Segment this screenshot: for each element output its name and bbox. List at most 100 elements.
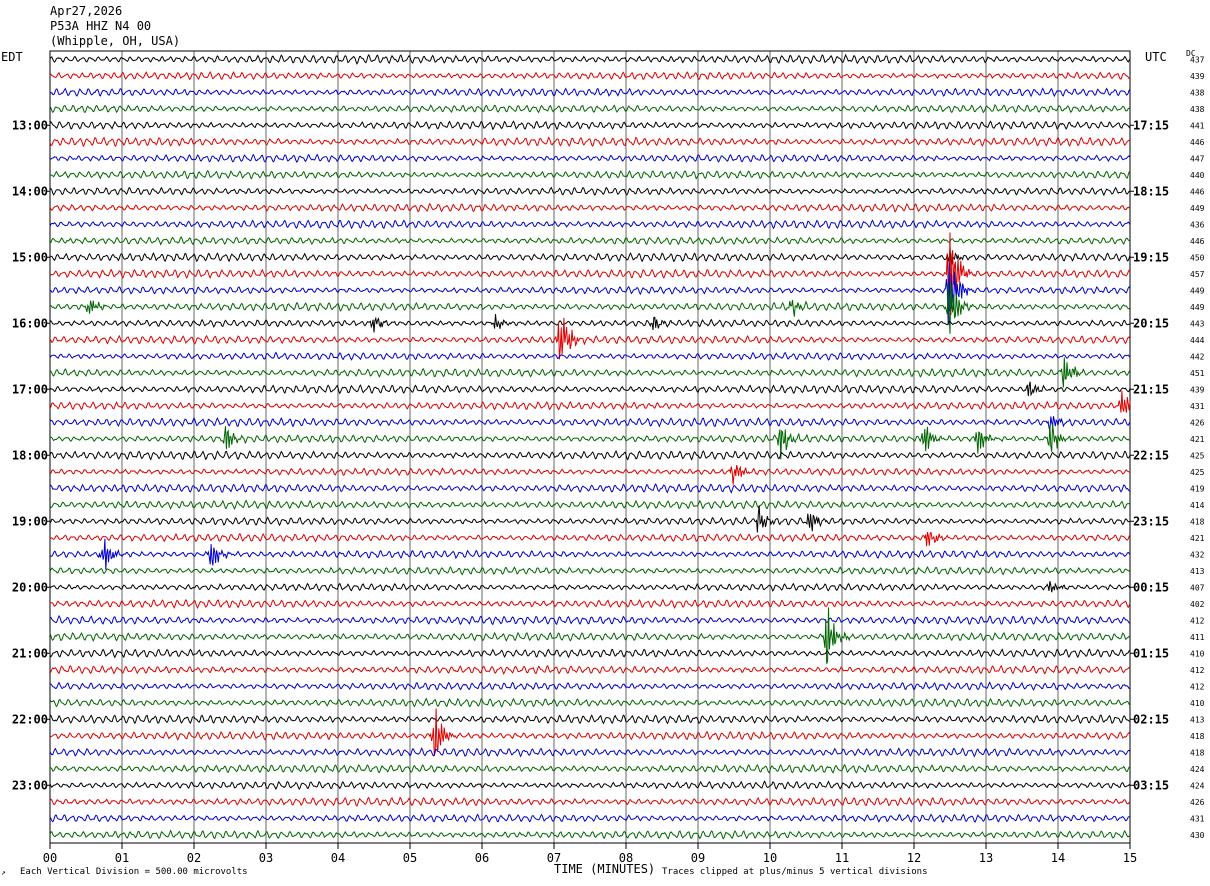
trace-row-9 [49, 202, 1131, 213]
dc-offset-label: 418 [1190, 517, 1205, 526]
trace-row-12 [49, 247, 1131, 265]
trace-row-21 [49, 390, 1131, 413]
left-hour-label: 20:00 [12, 580, 48, 594]
dc-offset-label: 410 [1190, 649, 1205, 658]
trace-row-15 [49, 282, 1131, 334]
x-tick-label: 15 [1123, 851, 1137, 865]
trace-row-10 [49, 219, 1131, 230]
trace-row-26 [49, 483, 1131, 494]
trace-row-42 [49, 747, 1131, 758]
right-hour-label: 03:15 [1133, 778, 1169, 792]
dc-offset-label: 449 [1190, 204, 1205, 213]
right-hour-label: 22:15 [1133, 448, 1169, 462]
trace-row-38 [49, 681, 1131, 691]
x-tick-label: 04 [331, 851, 345, 865]
trace-row-5 [49, 136, 1131, 148]
trace-row-19 [49, 357, 1131, 388]
right-timezone-label: UTC [1145, 50, 1167, 64]
dc-offset-label: 451 [1190, 369, 1205, 378]
trace-row-46 [49, 813, 1131, 824]
trace-row-20 [49, 381, 1131, 397]
dc-offset-label: 424 [1190, 781, 1205, 790]
dc-offset-label: 413 [1190, 567, 1205, 576]
dc-offset-label: 441 [1190, 121, 1205, 130]
left-hour-labels: 13:00 14:00 15:00 16:00 17:00 18:00 19:00 20:00… [12, 118, 50, 792]
trace-row-8 [49, 186, 1131, 197]
dc-offset-label: 418 [1190, 748, 1205, 757]
dc-offset-labels: 437 439 438 438 441 446 447 440 446 449 436 446 450 4… [1190, 55, 1205, 840]
dc-offset-label: 437 [1190, 55, 1205, 64]
dc-offset-label: 418 [1190, 732, 1205, 741]
dc-offset-label: 424 [1190, 765, 1205, 774]
left-hour-label: 23:00 [12, 778, 48, 792]
x-tick-label: 10 [763, 851, 777, 865]
x-tick-label: 13 [979, 851, 993, 865]
x-tick-label: 12 [907, 851, 921, 865]
trace-row-40 [49, 714, 1131, 725]
dc-offset-label: 442 [1190, 352, 1205, 361]
trace-row-44 [49, 780, 1131, 791]
left-hour-label: 16:00 [12, 316, 48, 330]
x-axis-ticks: 00 01 02 03 04 05 06 07 08 09 10 11 12 13 14 15 [43, 843, 1137, 865]
x-tick-label: 09 [691, 851, 705, 865]
dc-offset-label: 449 [1190, 286, 1205, 295]
dc-offset-label: 402 [1190, 600, 1205, 609]
dc-offset-label: 412 [1190, 616, 1205, 625]
trace-row-30 [49, 538, 1131, 570]
trace-row-1 [49, 70, 1131, 81]
right-hour-label: 18:15 [1133, 184, 1169, 198]
trace-row-32 [49, 581, 1131, 593]
dc-offset-label: 419 [1190, 484, 1205, 493]
trace-row-43 [50, 763, 1131, 774]
dc-offset-label: 440 [1190, 171, 1205, 180]
dc-offset-label: 447 [1190, 154, 1205, 163]
right-hour-label: 17:15 [1133, 118, 1169, 132]
x-tick-label: 02 [187, 851, 201, 865]
trace-row-34 [49, 614, 1131, 626]
left-hour-label: 22:00 [12, 712, 48, 726]
minute-gridlines [121, 51, 1059, 843]
trace-row-2 [49, 87, 1131, 98]
x-axis-title: TIME (MINUTES) [554, 862, 656, 876]
x-tick-label: 06 [475, 851, 489, 865]
trace-row-35 [49, 607, 1131, 664]
right-hour-label: 00:15 [1133, 580, 1169, 594]
x-tick-label: 05 [403, 851, 417, 865]
dc-offset-label: 426 [1190, 418, 1205, 427]
trace-row-37 [49, 664, 1131, 675]
x-tick-label: 07 [547, 851, 561, 865]
trace-row-27 [49, 499, 1131, 510]
right-hour-label: 23:15 [1133, 514, 1169, 528]
dc-offset-label: 446 [1190, 138, 1205, 147]
trace-row-22 [49, 416, 1131, 432]
x-tick-label: 14 [1051, 851, 1065, 865]
trace-row-31 [49, 566, 1131, 576]
corner-arrow-icon: ↗ [1, 868, 6, 877]
left-hour-label: 13:00 [12, 118, 48, 132]
trace-row-16 [49, 313, 1131, 333]
dc-offset-label: 414 [1190, 501, 1205, 510]
seismic-traces [49, 53, 1131, 840]
dc-offset-label: 426 [1190, 798, 1205, 807]
trace-row-29 [49, 531, 1131, 547]
dc-offset-label: 421 [1190, 534, 1205, 543]
dc-offset-label: 446 [1190, 237, 1205, 246]
scale-note: Each Vertical Division = 500.00 microvol… [20, 867, 248, 877]
dc-offset-label: 449 [1190, 303, 1205, 312]
trace-row-33 [50, 598, 1131, 610]
x-tick-label: 08 [619, 851, 633, 865]
trace-row-28 [49, 505, 1131, 533]
x-tick-label: 03 [259, 851, 273, 865]
left-hour-label: 18:00 [12, 448, 48, 462]
trace-row-41 [49, 708, 1131, 757]
dc-column-header: DC [1186, 49, 1196, 58]
left-hour-label: 19:00 [12, 514, 48, 528]
dc-offset-label: 446 [1190, 187, 1205, 196]
dc-offset-label: 432 [1190, 550, 1205, 559]
dc-offset-label: 438 [1190, 88, 1205, 97]
trace-row-0 [49, 53, 1131, 65]
dc-offset-label: 410 [1190, 699, 1205, 708]
trace-row-24 [49, 450, 1131, 461]
dc-offset-label: 439 [1190, 385, 1205, 394]
